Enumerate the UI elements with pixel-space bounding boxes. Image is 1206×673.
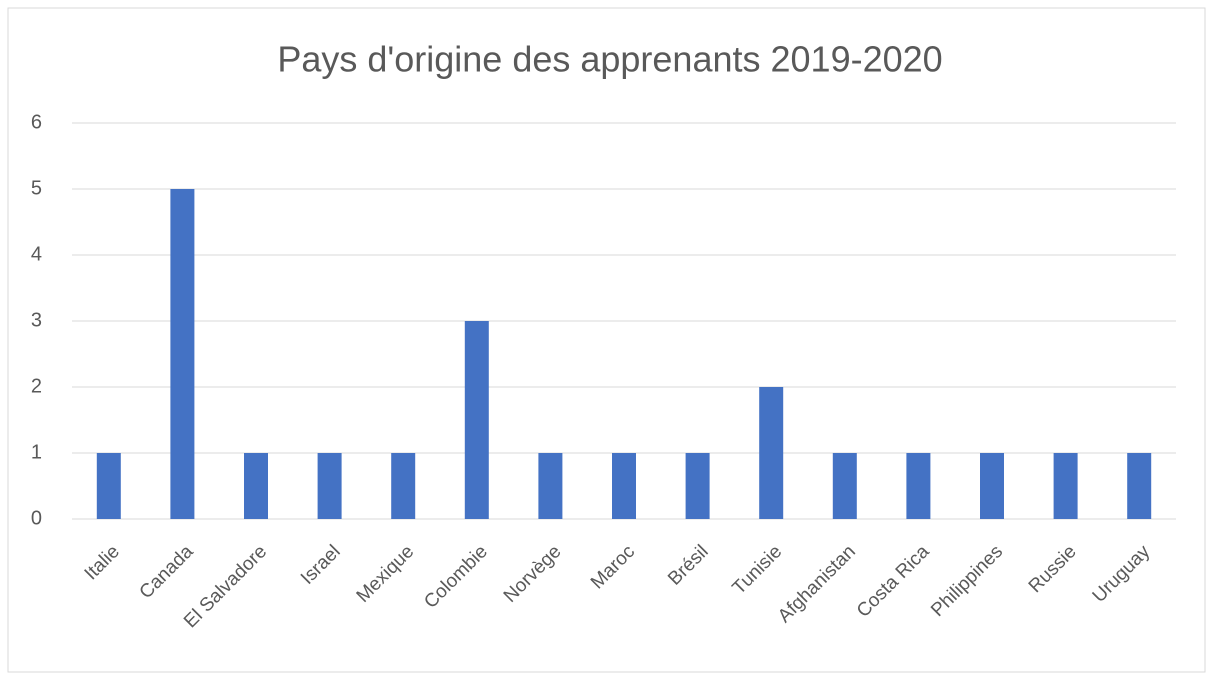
- bar: [170, 189, 195, 519]
- y-tick-label: 0: [31, 507, 42, 529]
- bar: [538, 453, 563, 519]
- x-tick-label: Tunisie: [729, 541, 787, 599]
- y-tick-label: 6: [31, 111, 42, 133]
- x-tick-label: Mexique: [353, 541, 419, 607]
- x-tick-label: Costa Rica: [853, 541, 934, 622]
- x-tick-label: Canada: [136, 541, 198, 603]
- bar: [391, 453, 416, 519]
- bar: [1127, 453, 1152, 519]
- x-tick-label: Philippines: [927, 541, 1007, 621]
- bar: [906, 453, 931, 519]
- y-tick-label: 4: [31, 243, 42, 265]
- chart-title: Pays d'origine des apprenants 2019-2020: [277, 39, 942, 80]
- y-tick-label: 3: [31, 309, 42, 331]
- y-tick-label: 1: [31, 441, 42, 463]
- chart-frame: [7, 7, 1206, 673]
- y-tick-label: 5: [31, 177, 42, 199]
- bar: [612, 453, 636, 519]
- bar: [317, 453, 342, 519]
- x-tick-label: Colombie: [420, 541, 492, 613]
- bar: [244, 453, 268, 519]
- x-tick-label: Russie: [1025, 541, 1081, 597]
- bar: [464, 321, 489, 519]
- x-tick-label: Maroc: [587, 541, 639, 593]
- x-tick-label: Italie: [81, 541, 124, 584]
- bar: [832, 453, 857, 519]
- x-tick-label: Uruguay: [1089, 541, 1155, 607]
- bar: [759, 387, 784, 519]
- bar: [980, 453, 1004, 519]
- x-tick-label: Afghanistan: [774, 541, 860, 627]
- x-tick-label: Brésil: [664, 541, 712, 589]
- bar: [1053, 453, 1078, 519]
- x-tick-label: Israel: [297, 541, 345, 589]
- x-tick-label: Norvège: [500, 541, 566, 607]
- y-tick-label: 2: [31, 375, 42, 397]
- bar: [685, 453, 710, 519]
- bar: [96, 453, 121, 519]
